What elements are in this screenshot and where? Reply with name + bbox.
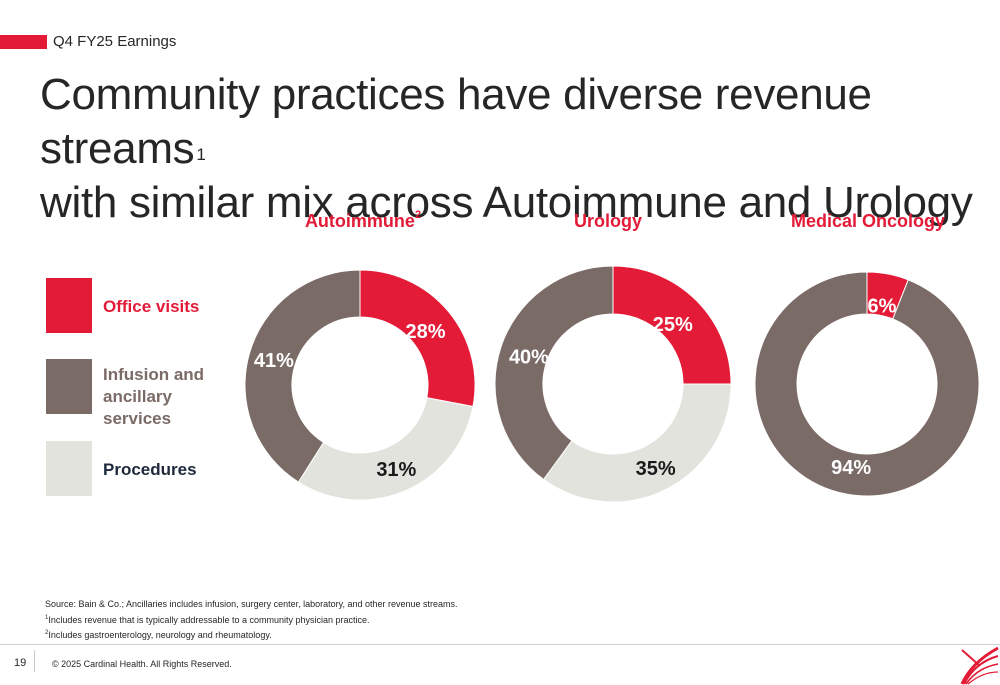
header-accent-bar (0, 35, 47, 49)
page-title: Community practices have diverse revenue… (40, 68, 980, 230)
footnote-2-text: Includes gastroenterology, neurology and… (48, 630, 272, 640)
chart-title-autoimmune-footnote: 2 (414, 209, 422, 221)
footer-divider (0, 644, 1000, 645)
slice-autoimmune-procedures (297, 397, 474, 501)
legend-item-infusion: Infusion and ancillary services (46, 359, 266, 428)
slice-autoimmune-office-visits (359, 269, 476, 408)
label-autoimmune-procedures: 31% (376, 459, 416, 481)
footnote-1-marker: 1 (45, 614, 49, 621)
label-autoimmune-infusion-and-ancillary-services: 41% (254, 350, 294, 372)
slice-medical-oncology-infusion-and-ancillary-services (754, 271, 980, 497)
chart-title-medical-oncology: Medical Oncology (790, 211, 946, 231)
legend-label-infusion: Infusion and ancillary services (103, 365, 205, 428)
donut-autoimmune: 28% 31% 41% (244, 269, 476, 501)
slice-autoimmune-infusion-and-ancillary-services (244, 269, 361, 483)
legend-swatch-procedures (46, 441, 92, 496)
page-number: 19 (14, 657, 27, 669)
label-medical-oncology-office-visits: 6% (868, 295, 897, 317)
footnote-1-text: Includes revenue that is typically addre… (48, 614, 370, 625)
donut-medical-oncology: 6% 94% (754, 271, 980, 497)
chart-title-autoimmune: Autoimmune2 (304, 209, 422, 232)
donut-urology: 25% 35% 40% (494, 265, 732, 503)
label-urology-procedures: 35% (636, 458, 676, 480)
label-urology-infusion-and-ancillary-services: 40% (509, 347, 549, 369)
title-footnote-marker: 1 (196, 145, 206, 164)
label-urology-office-visits: 25% (653, 314, 693, 336)
label-medical-oncology-infusion-and-ancillary-services: 94% (831, 457, 871, 479)
title-line-1: Community practices have diverse revenue… (40, 70, 872, 173)
footnote-2-marker: 2 (45, 630, 49, 636)
legend-item-office-visits: Office visits (46, 278, 266, 334)
cardinal-health-logo-icon (960, 646, 999, 685)
title-line-2: with similar mix across Autoimmune and U… (40, 178, 973, 227)
footnote-2: 2Includes gastroenterology, neurology an… (45, 627, 458, 643)
footnote-source: Source: Bain & Co.; Ancillaries includes… (45, 599, 458, 609)
chart-title-urology: Urology (573, 211, 643, 231)
page-number-separator (34, 650, 35, 672)
copyright-text: © 2025 Cardinal Health. All Rights Reser… (52, 659, 232, 669)
chart-title-autoimmune-text: Autoimmune (304, 211, 415, 231)
footnote-1: 1Includes revenue that is typically addr… (45, 612, 458, 628)
footnotes: Source: Bain & Co.; Ancillaries includes… (45, 598, 458, 643)
legend-swatch-infusion (46, 359, 92, 414)
slice-urology-office-visits (612, 265, 732, 385)
legend-label-procedures: Procedures (103, 460, 197, 479)
slice-urology-infusion-and-ancillary-services (494, 265, 614, 481)
legend-label-office-visits: Office visits (103, 297, 200, 316)
legend-item-procedures: Procedures (46, 441, 266, 497)
section-label: Q4 FY25 Earnings (53, 33, 177, 50)
legend-swatch-office-visits (46, 278, 92, 333)
slice-urology-procedures (542, 383, 732, 503)
label-autoimmune-office-visits: 28% (406, 321, 446, 343)
